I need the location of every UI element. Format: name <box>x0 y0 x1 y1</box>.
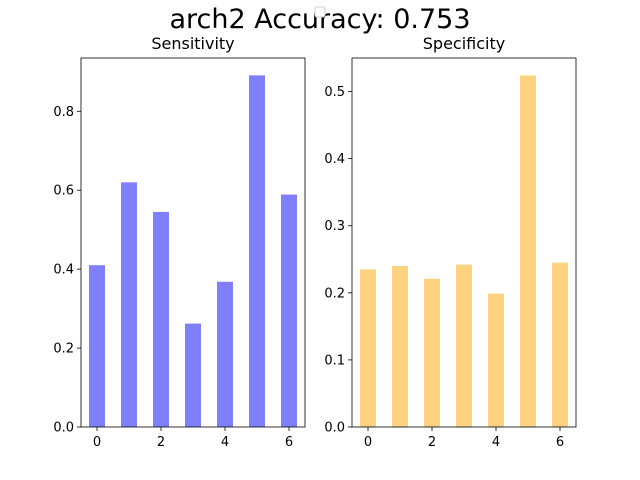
panel-specificity: 0 2 4 6 0.0 0.1 0.2 0.3 0.4 0.5 Specificity <box>324 34 577 450</box>
bar <box>153 211 169 427</box>
bar <box>249 75 265 427</box>
x-tick-label: 6 <box>285 435 293 450</box>
x-tick-label: 4 <box>492 435 500 450</box>
bar <box>488 293 504 427</box>
y-tick-label: 0.0 <box>53 421 74 436</box>
y-tick-label: 0.2 <box>324 286 345 301</box>
bar <box>520 75 536 427</box>
y-tick-label: 0.4 <box>53 263 74 278</box>
y-tick-label: 0.4 <box>324 152 345 167</box>
axes-frame <box>351 57 577 428</box>
bar <box>89 265 105 427</box>
bar <box>360 269 376 427</box>
panel-title: Sensitivity <box>151 34 234 53</box>
bar <box>456 264 472 427</box>
y-tick-label: 0.8 <box>53 105 74 120</box>
x-tick-label: 0 <box>93 435 101 450</box>
y-tick-label: 0.6 <box>53 184 74 199</box>
y-tick-label: 0.5 <box>324 85 345 100</box>
bar <box>392 265 408 427</box>
bar <box>217 281 233 427</box>
bar <box>552 262 568 427</box>
bar <box>121 182 137 427</box>
y-tick-label: 0.3 <box>324 219 345 234</box>
bar <box>281 194 297 427</box>
panel-title: Specificity <box>423 34 505 53</box>
y-tick-label: 0.0 <box>324 421 345 436</box>
bar <box>424 278 440 427</box>
bar <box>185 323 201 427</box>
y-tick-label: 0.2 <box>53 342 74 357</box>
y-tick-label: 0.1 <box>324 353 345 368</box>
x-tick-label: 0 <box>364 435 372 450</box>
x-tick-label: 2 <box>157 435 165 450</box>
panel-sensitivity: 0 2 4 6 0.0 0.2 0.4 0.6 0.8 Sensitivity <box>53 34 306 450</box>
x-tick-label: 4 <box>221 435 229 450</box>
axes-frame <box>80 57 306 428</box>
legend-box <box>314 6 326 18</box>
x-tick-label: 2 <box>428 435 436 450</box>
x-tick-label: 6 <box>556 435 564 450</box>
